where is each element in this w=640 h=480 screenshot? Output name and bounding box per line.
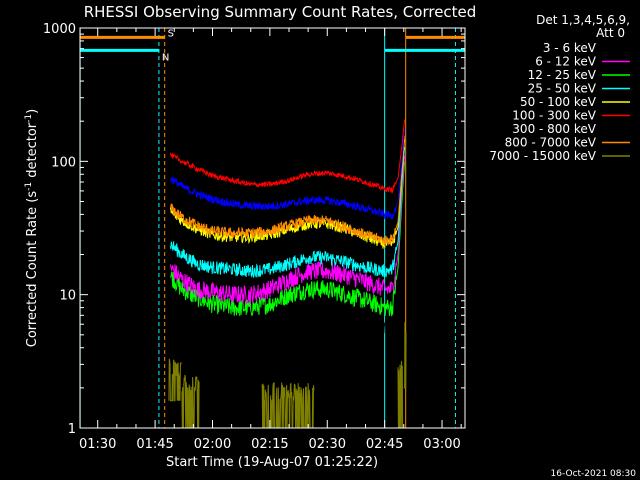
legend-label: 300 - 800 keV	[512, 122, 596, 136]
y-tick-label: 1000	[43, 22, 76, 37]
legend-label: 25 - 50 keV	[528, 82, 597, 96]
legend-label: 100 - 300 keV	[512, 109, 596, 123]
series-line	[169, 155, 406, 304]
series-line-7000-15000	[261, 382, 315, 429]
chart-title: RHESSI Observing Summary Count Rates, Co…	[84, 3, 477, 21]
legend-label: 800 - 7000 keV	[505, 136, 597, 150]
y-axis-label-sup1: -1	[24, 182, 34, 191]
y-axis-label-main: Corrected Count Rate (s	[25, 191, 40, 348]
legend-label: 7000 - 15000 keV	[489, 149, 596, 163]
x-axis-label: Start Time (19-Aug-07 01:25:22)	[166, 455, 378, 470]
y-tick-label: 100	[51, 155, 76, 170]
y-axis-label: Corrected Count Rate (s-1 detector-1)	[24, 109, 40, 347]
series-line-7000-15000	[168, 358, 182, 402]
legend-label: 12 - 25 keV	[528, 68, 597, 82]
timestamp: 16-Oct-2021 08:30	[551, 469, 637, 479]
legend-label: 6 - 12 keV	[535, 55, 597, 69]
series-line-7000-15000	[403, 322, 407, 389]
x-tick-label: 01:30	[79, 437, 116, 452]
legend-label: 3 - 6 keV	[543, 41, 597, 55]
x-tick-label: 02:30	[309, 437, 346, 452]
y-axis-label-mid: detector	[25, 122, 40, 182]
y-axis: 1 10 100 1000	[43, 22, 465, 437]
series-line	[169, 128, 406, 220]
legend-label: 50 - 100 keV	[520, 95, 597, 109]
flag-bars: SN	[80, 28, 465, 63]
series-layer	[168, 119, 407, 429]
plot-frame	[79, 27, 466, 429]
flag-label: N	[162, 52, 169, 63]
x-axis: 01:30 01:45 02:00 02:15 02:30 02:45 03:00	[79, 28, 462, 452]
x-tick-label: 01:45	[136, 437, 173, 452]
flag-label: S	[168, 28, 174, 39]
x-tick-label: 03:00	[423, 437, 460, 452]
series-line	[169, 135, 406, 247]
series-line	[169, 119, 406, 194]
series-line-7000-15000	[181, 374, 200, 429]
y-axis-label-sup2: -1	[24, 114, 34, 123]
x-tick-label: 02:45	[366, 437, 403, 452]
y-axis-label-end: )	[25, 109, 40, 114]
x-tick-label: 02:15	[251, 437, 288, 452]
series-line	[169, 146, 406, 278]
legend-detectors: Det 1,3,4,5,6,9,	[536, 13, 630, 27]
y-tick-label: 1	[68, 422, 76, 437]
y-tick-label: 10	[59, 289, 76, 304]
legend-attenuator: Att 0	[596, 26, 625, 40]
series-line-7000-15000	[397, 360, 404, 429]
x-tick-label: 02:00	[194, 437, 231, 452]
series-line	[169, 161, 406, 317]
